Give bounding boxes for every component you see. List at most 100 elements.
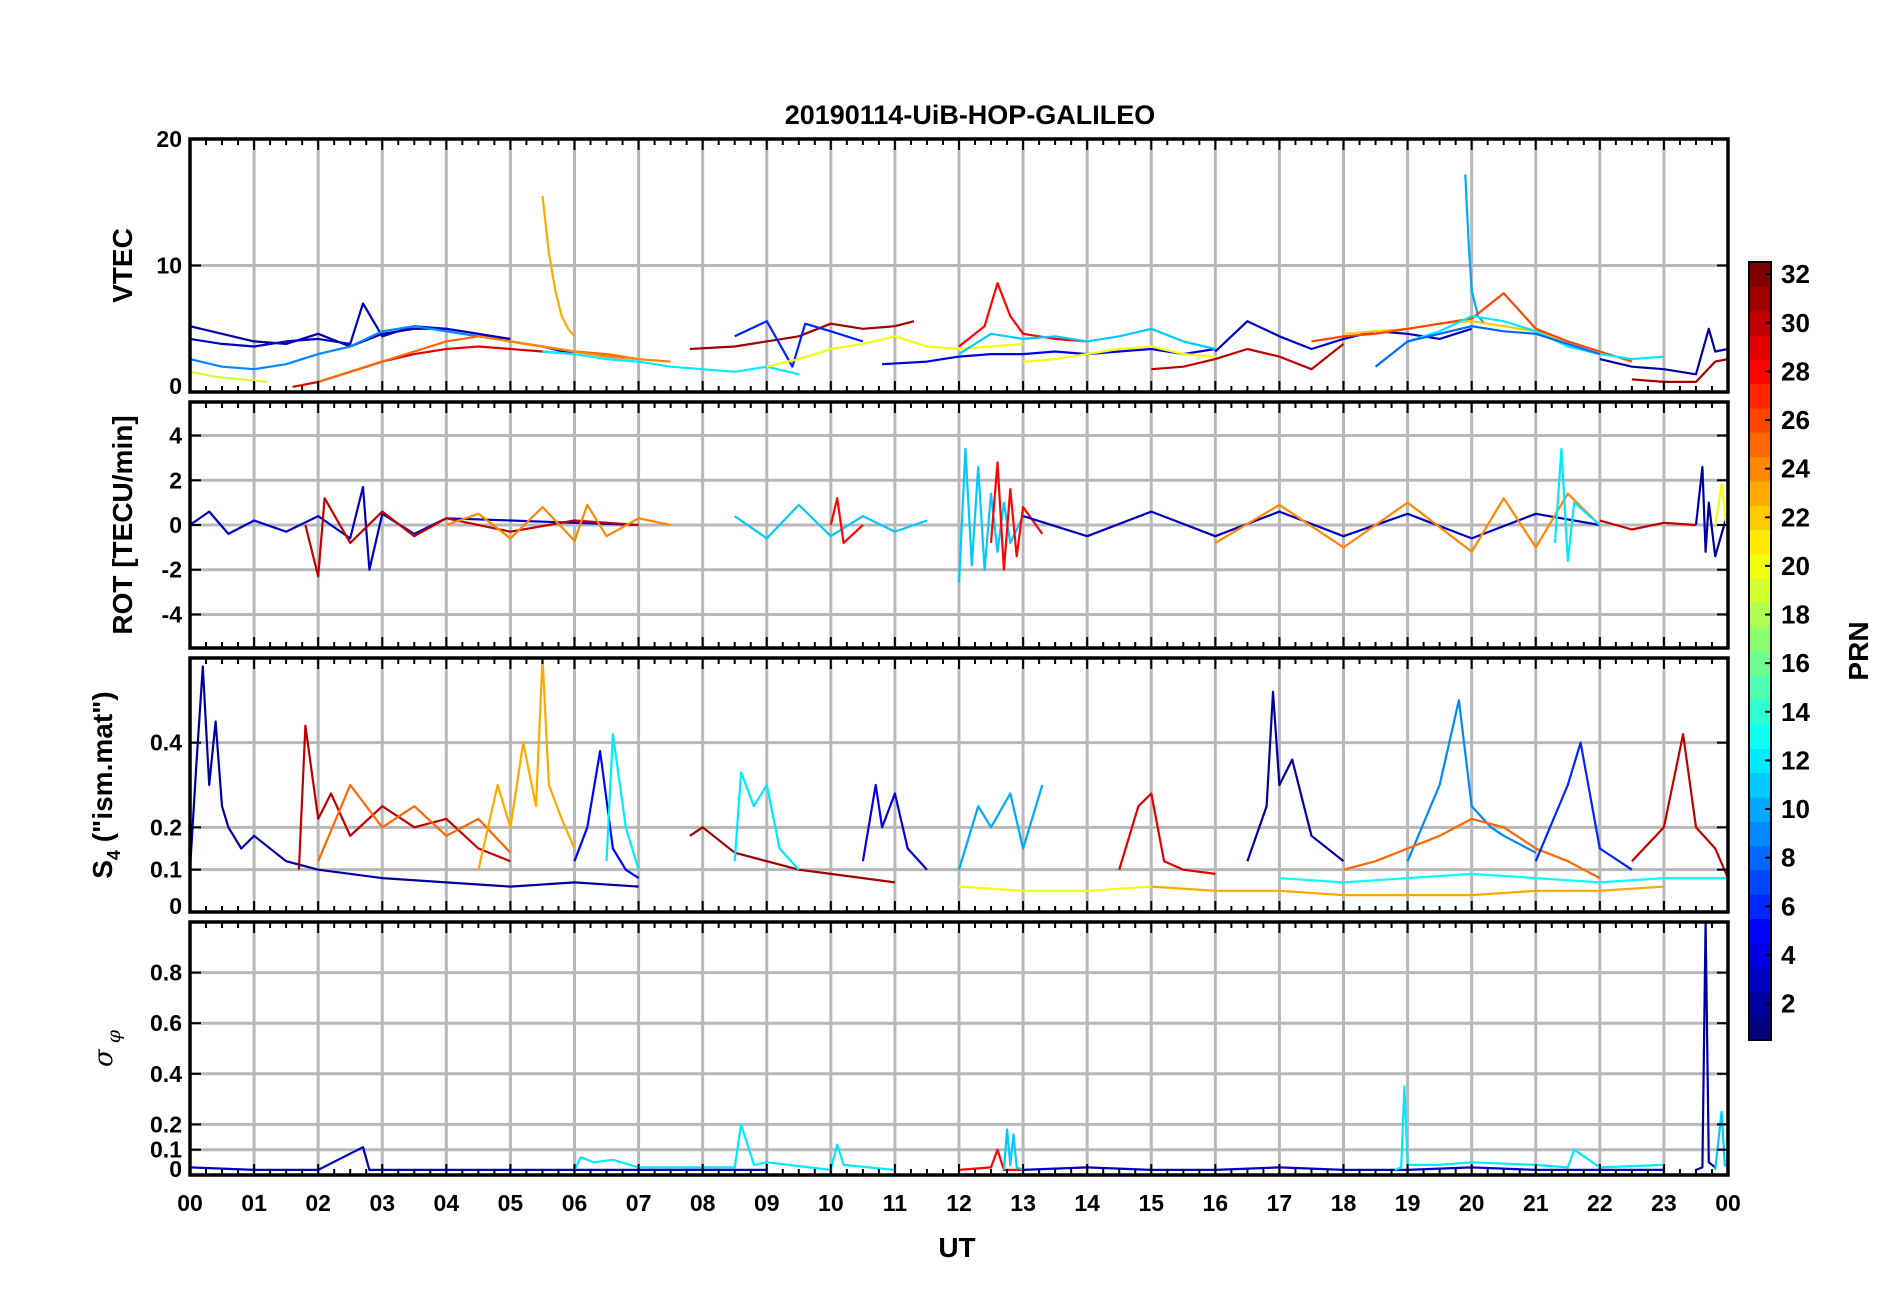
colorbar-swatch <box>1749 967 1771 992</box>
colorbar-swatch <box>1749 845 1771 871</box>
series-prn-29 <box>1118 792 1216 875</box>
y-tick-label: 0.2 <box>150 1111 182 1137</box>
series-prn-3 <box>1022 510 1600 540</box>
series-prn-2 <box>1246 690 1345 863</box>
series-prn-2 <box>1694 465 1728 558</box>
series-prn-30 <box>297 724 511 870</box>
y-tick-label: -4 <box>162 601 183 627</box>
axes-box <box>188 920 1730 1177</box>
colorbar-swatch <box>1749 991 1771 1017</box>
x-tick-label: 00 <box>1715 1190 1741 1216</box>
series-prn-30 <box>1599 519 1697 531</box>
panel-s4: 0 0.1 0.2 0.4 S4 ("ism.mat") <box>87 656 1730 919</box>
colorbar-swatch <box>1749 894 1771 920</box>
series-prn-11 <box>958 327 1216 356</box>
colorbar-tick-label: 12 <box>1781 745 1810 775</box>
x-tick-label: 21 <box>1523 1190 1549 1216</box>
colorbar-swatch <box>1749 821 1771 847</box>
colorbar-swatch <box>1749 918 1771 944</box>
x-tick-label: 22 <box>1587 1190 1613 1216</box>
colorbar-swatch <box>1749 1015 1771 1041</box>
panel-vtec: 0 10 20 VTEC <box>107 126 1730 399</box>
colorbar-swatch <box>1749 602 1771 628</box>
series-prn-20 <box>1714 483 1728 539</box>
series-prn-12 <box>573 1123 896 1172</box>
series-prn-19 <box>190 370 268 383</box>
colorbar-frame <box>1748 261 1772 1041</box>
colorbar-tick-label: 16 <box>1781 648 1810 678</box>
y-tick-label: 0 <box>169 512 182 538</box>
x-tick-label: 04 <box>434 1190 460 1216</box>
series-prn-31 <box>689 320 915 351</box>
series-prn-4 <box>861 783 928 871</box>
series-prn-23 <box>541 195 576 338</box>
colorbar-swatch <box>1749 651 1771 676</box>
x-axis-label: UT <box>938 1232 975 1263</box>
y-tick-label: 0.1 <box>150 857 182 883</box>
colorbar-swatch <box>1749 869 1771 895</box>
panel-sigma_phi: 00.10.2 0.4 0.6 0.8 σ φ <box>89 920 1730 1182</box>
colorbar-tick-label: 18 <box>1781 600 1810 630</box>
x-tick-label: 06 <box>562 1190 588 1216</box>
series-prn-12 <box>1407 315 1664 361</box>
colorbar-swatch <box>1749 796 1771 822</box>
y-tick-label: 0.4 <box>150 1061 182 1087</box>
x-tick-label: 23 <box>1651 1190 1677 1216</box>
series-prn-28 <box>829 497 864 545</box>
y-tick-label: 0 <box>169 893 182 919</box>
series-prn-23 <box>1151 885 1664 897</box>
series-prn-11 <box>734 503 928 540</box>
y-tick-label: 0.4 <box>150 730 182 756</box>
axes-box <box>188 400 1730 650</box>
colorbar-swatch <box>1749 456 1771 482</box>
series-prn-12 <box>1553 447 1601 562</box>
x-tick-label: 12 <box>946 1190 972 1216</box>
y-tick-label: 0.1 <box>150 1137 182 1163</box>
x-tick-label: 16 <box>1203 1190 1229 1216</box>
colorbar-tick-label: 4 <box>1781 940 1796 970</box>
series-prn-6 <box>1534 741 1633 871</box>
y-tick-label: 20 <box>156 126 182 152</box>
series-prn-5 <box>573 749 640 880</box>
series-prn-25 <box>317 783 512 862</box>
series-prn-2 <box>1695 922 1716 1171</box>
x-tick-labels: 00 01 02 03 04 05 06 07 08 09 10 11 12 13 14 15 16 17 18 19… <box>177 1190 1741 1216</box>
colorbar-tick-label: 32 <box>1781 259 1810 289</box>
series-prn-6 <box>734 320 864 368</box>
x-tick-label: 02 <box>305 1190 331 1216</box>
series-prn-12 <box>1394 1085 1664 1171</box>
x-tick-label: 19 <box>1395 1190 1421 1216</box>
series-prn-10 <box>957 784 1044 871</box>
colorbar-label: PRN <box>1843 621 1874 680</box>
colorbar-swatch <box>1749 578 1771 603</box>
series-prn-23 <box>477 658 576 870</box>
colorbar-tick-label: 22 <box>1781 502 1810 532</box>
series-group <box>190 447 1728 584</box>
colorbar-tick-label: 14 <box>1781 697 1810 727</box>
series-prn-11 <box>1002 1128 1024 1171</box>
x-tick-label: 13 <box>1010 1190 1036 1216</box>
y-tick-label: 4 <box>169 423 182 449</box>
x-tick-label: 03 <box>369 1190 395 1216</box>
colorbar-tick-label: 24 <box>1781 454 1810 484</box>
colorbar-swatch <box>1749 334 1771 360</box>
series-prn-4 <box>882 347 1216 366</box>
colorbar-swatch <box>1749 407 1771 433</box>
series-prn-10 <box>1464 174 1486 325</box>
x-tick-label: 20 <box>1459 1190 1485 1216</box>
series-prn-25 <box>1343 817 1601 880</box>
series-prn-26 <box>1311 292 1633 363</box>
chart-title: 20190114-UiB-HOP-GALILEO <box>785 100 1156 130</box>
series-group <box>190 658 1728 897</box>
series-prn-31 <box>689 826 896 884</box>
x-tick-label: 01 <box>241 1190 267 1216</box>
series-prn-8 <box>1374 325 1601 368</box>
colorbar-swatch <box>1749 505 1771 531</box>
colorbar-swatch <box>1749 772 1771 798</box>
x-tick-label: 08 <box>690 1190 716 1216</box>
colorbar-swatch <box>1749 675 1771 701</box>
series-prn-30 <box>1631 733 1728 879</box>
y-tick-label: 10 <box>156 253 182 279</box>
colorbar-tick-label: 20 <box>1781 551 1810 581</box>
